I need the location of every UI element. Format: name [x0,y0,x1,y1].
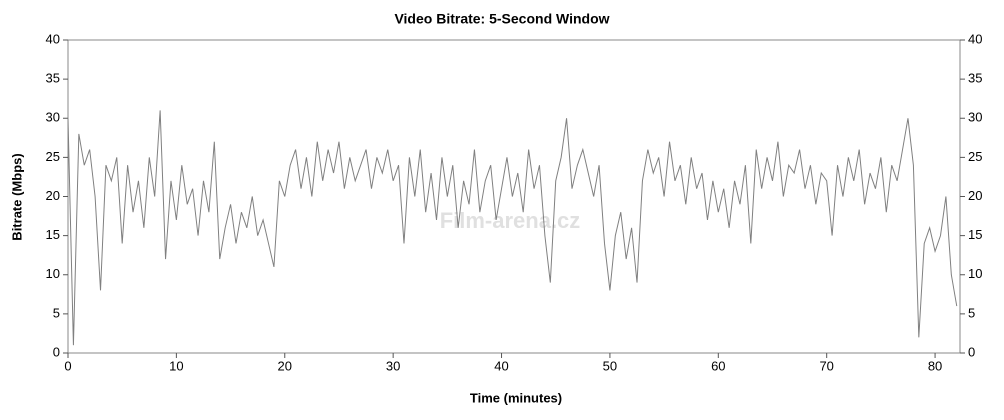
x-tick-label: 30 [386,358,400,373]
y-tick-label: 20 [46,188,60,203]
watermark: Film-arena.cz [440,208,581,233]
y-tick-label: 0 [53,344,60,359]
x-tick-label: 20 [278,358,292,373]
y2-tick-label: 5 [968,305,975,320]
y2-tick-label: 15 [968,227,982,242]
y2-tick-label: 35 [968,71,982,86]
x-axis-label: Time (minutes) [470,390,562,405]
x-tick-label: 40 [494,358,508,373]
y-tick-label: 25 [46,149,60,164]
y-tick-label: 15 [46,227,60,242]
y-tick-label: 30 [46,110,60,125]
y-tick-label: 40 [46,31,60,46]
data-line [67,110,958,346]
x-tick-label: 0 [64,358,71,373]
x-tick-label: 50 [603,358,617,373]
y2-tick-label: 30 [968,110,982,125]
y-axis-label: Bitrate (Mbps) [9,153,24,240]
y-tick-label: 35 [46,71,60,86]
y2-tick-label: 25 [968,149,982,164]
y2-tick-label: 20 [968,188,982,203]
y2-tick-label: 40 [968,31,982,46]
x-tick-label: 70 [819,358,833,373]
x-tick-label: 80 [928,358,942,373]
y-tick-label: 10 [46,266,60,281]
x-tick-label: 10 [169,358,183,373]
y2-tick-label: 0 [968,344,975,359]
x-tick-label: 60 [711,358,725,373]
y-tick-label: 5 [53,305,60,320]
y2-tick-label: 10 [968,266,982,281]
chart-title: Video Bitrate: 5-Second Window [394,11,609,27]
